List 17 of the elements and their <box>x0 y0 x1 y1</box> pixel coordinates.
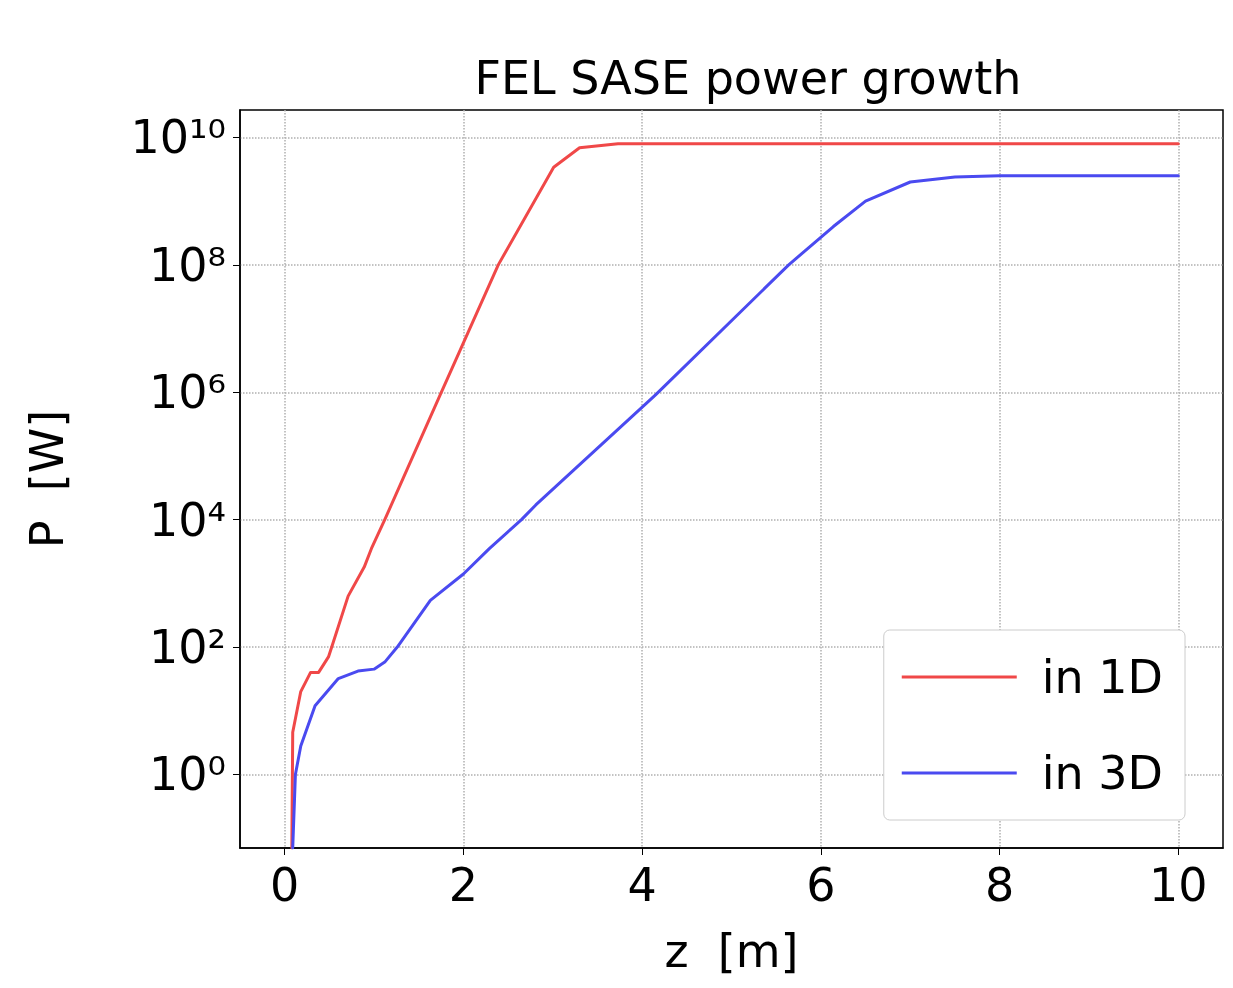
y-tick-label: 10² <box>149 620 226 675</box>
y-tick-label: 10¹⁰ <box>130 110 226 165</box>
x-tick-label: 0 <box>270 858 300 912</box>
x-tick-label: 6 <box>806 858 836 912</box>
y-tick-label: 10⁰ <box>149 747 226 802</box>
y-tick-label: 10⁶ <box>149 365 226 420</box>
y-tick-label: 10⁸ <box>149 237 226 292</box>
x-tick-label: 2 <box>448 858 479 912</box>
legend-label: in 1D <box>1041 650 1164 704</box>
x-tick-label: 8 <box>984 858 1015 912</box>
x-tick-label: 10 <box>1149 858 1208 912</box>
y-axis-title: P [W] <box>20 409 74 549</box>
legend-label: in 3D <box>1041 746 1164 800</box>
chart-title: FEL SASE power growth <box>474 51 1022 105</box>
x-axis-title: z [m] <box>664 924 799 978</box>
x-tick-label: 4 <box>627 858 657 912</box>
y-tick-label: 10⁴ <box>149 492 226 547</box>
